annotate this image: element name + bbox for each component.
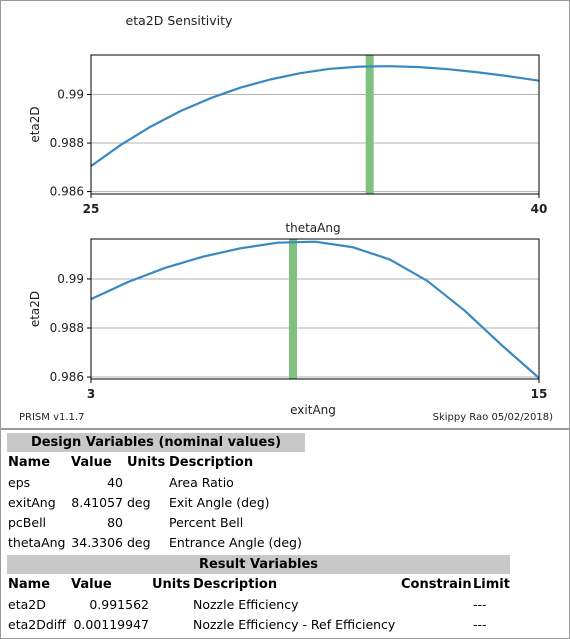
variable-name: exitAng (8, 495, 56, 510)
plot-frame (90, 238, 540, 380)
y-tick-label: 0.986 (50, 370, 84, 384)
variable-units: deg (127, 535, 151, 550)
variable-name: thetaAng (8, 535, 66, 550)
col-name: Name (8, 455, 51, 470)
variable-units: deg (127, 495, 151, 510)
table-row: eta2D 0.991562 Nozzle Efficiency --- (1, 595, 569, 615)
col-limit: Limit (473, 577, 510, 592)
x-axis-label: exitAng (290, 403, 336, 417)
x-tick-label: 40 (531, 202, 548, 216)
table-row: eps 40 Area Ratio (1, 473, 569, 493)
col-value: Value (71, 577, 112, 592)
y-tick-label: 0.988 (50, 321, 84, 335)
col-description: Description (169, 455, 254, 470)
y-tick-label: 0.99 (57, 272, 84, 286)
result-description: Nozzle Efficiency - Ref Efficiency (193, 617, 396, 632)
result-name: eta2D (8, 597, 46, 612)
sensitivity-charts: 0.986 0.988 0.99 25 40 eta2D Sensitivity theta… (28, 13, 548, 417)
y-tick-label: 0.99 (57, 88, 84, 102)
variable-value: 40 (107, 475, 123, 490)
chart-title: eta2D Sensitivity (126, 13, 233, 28)
x-tick-label: 3 (87, 387, 95, 401)
table-row: eta2Ddiff 0.00119947 Nozzle Efficiency - R… (1, 615, 569, 635)
design-variables-header: Design Variables (nominal values) (7, 433, 305, 452)
x-tick-label: 25 (83, 202, 100, 216)
variable-value: 34.3306 (71, 535, 123, 550)
y-tick-label: 0.986 (50, 185, 84, 199)
nominal-value-marker (288, 239, 297, 379)
y-axis-label: eta2D (28, 291, 42, 327)
x-tick-label: 15 (531, 387, 548, 401)
col-description: Description (193, 577, 278, 592)
result-value: 0.00119947 (73, 617, 149, 632)
result-limit: --- (473, 597, 487, 612)
variable-description: Exit Angle (deg) (169, 495, 270, 510)
y-axis-label: eta2D (28, 106, 42, 142)
variable-value: 80 (107, 515, 123, 530)
result-description: Nozzle Efficiency (193, 597, 299, 612)
design-table-header: Name Value Units Description (1, 453, 569, 473)
col-constrain: Constrain (401, 577, 472, 592)
result-limit: --- (473, 617, 487, 632)
series-line (90, 65, 540, 167)
x-axis-label: thetaAng (285, 221, 340, 235)
result-table-header: Name Value Units Description Constrain L… (1, 575, 569, 595)
table-row: thetaAng 34.3306 deg Entrance Angle (deg) (1, 533, 569, 553)
result-variables-header: Result Variables (7, 555, 510, 574)
variable-description: Area Ratio (169, 475, 234, 490)
col-name: Name (8, 577, 51, 592)
col-units: Units (127, 455, 166, 470)
table-row: pcBell 80 Percent Bell (1, 513, 569, 533)
result-value: 0.991562 (89, 597, 149, 612)
variable-name: pcBell (8, 515, 47, 530)
series-line (90, 240, 540, 379)
nominal-value-marker (365, 55, 374, 194)
variable-description: Percent Bell (169, 515, 244, 530)
y-tick-label: 0.988 (50, 136, 84, 150)
table-row: exitAng 8.41057 deg Exit Angle (deg) (1, 493, 569, 513)
sensitivity-chart-panel: 0.986 0.988 0.99 25 40 eta2D Sensitivity theta… (0, 0, 570, 429)
credit-label: Skippy Rao 05/02/2018) (432, 412, 553, 423)
plot-frame (90, 54, 540, 195)
version-label: PRISM v1.1.7 (19, 412, 85, 423)
variable-name: eps (8, 475, 31, 490)
variables-panel: Design Variables (nominal values) Name V… (0, 429, 570, 639)
col-value: Value (71, 455, 112, 470)
result-name: eta2Ddiff (8, 617, 66, 632)
variable-description: Entrance Angle (deg) (169, 535, 302, 550)
col-units: Units (152, 577, 191, 592)
variable-value: 8.41057 (71, 495, 123, 510)
